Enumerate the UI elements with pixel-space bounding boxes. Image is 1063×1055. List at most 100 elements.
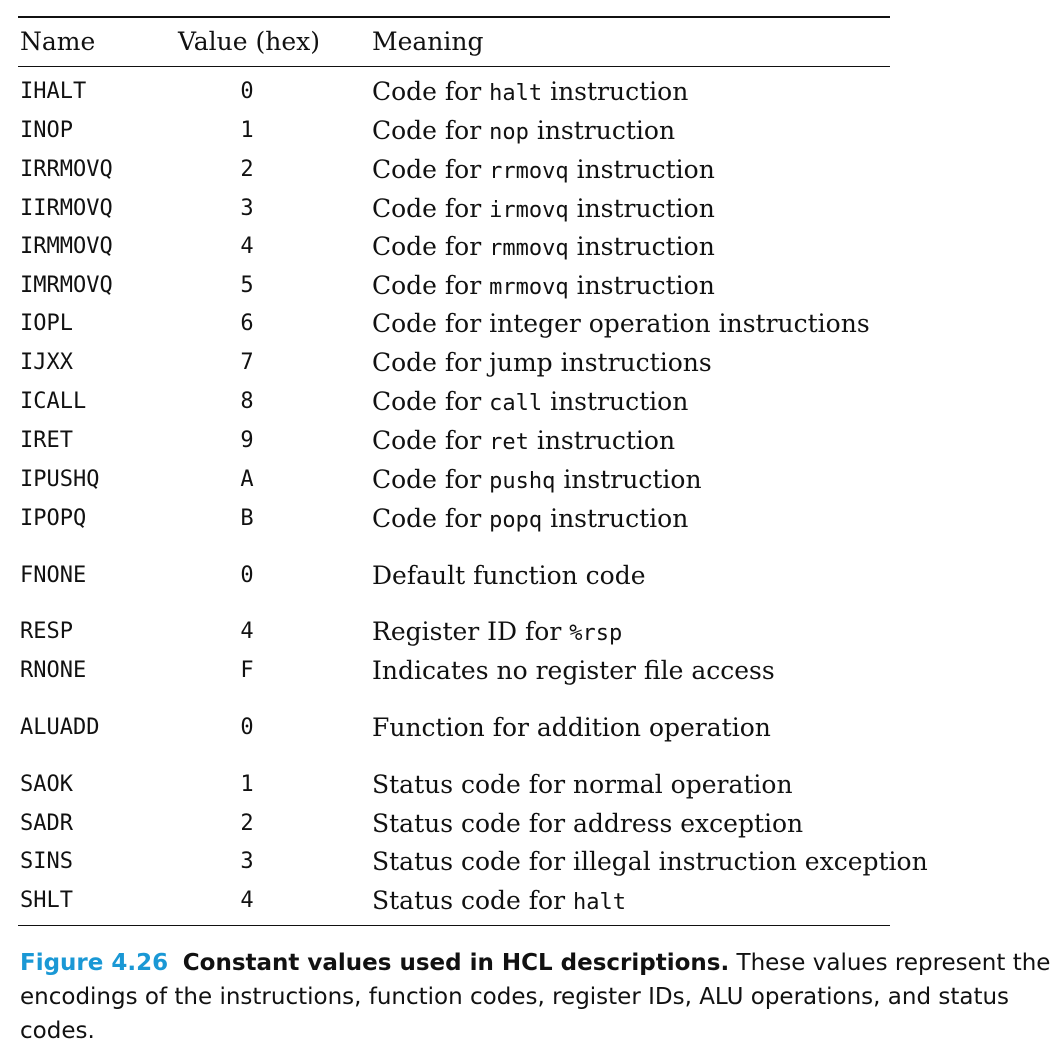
meaning-code: pushq — [489, 469, 556, 494]
meaning-text: Code for — [372, 504, 490, 533]
row-name: IOPL — [20, 311, 73, 336]
figure-title: Constant values used in HCL descriptions… — [182, 950, 730, 976]
table-row: IRMMOVQ 4 Code for rmmovq instruction — [18, 228, 890, 266]
row-value: 9 — [240, 428, 254, 453]
meaning-text: Code for integer operation instructions — [372, 309, 870, 338]
table-row: IOPL 6 Code for integer operation instruct… — [18, 305, 890, 343]
row-meaning: Code for ret instruction — [372, 422, 675, 462]
meaning-text: Default function code — [372, 561, 646, 590]
row-name: IRET — [20, 428, 73, 453]
row-meaning: Code for nop instruction — [372, 112, 675, 152]
table-row: IHALT 0 Code for halt instruction — [18, 73, 890, 111]
row-value: 3 — [240, 849, 254, 874]
meaning-text: Status code for address exception — [372, 809, 804, 838]
figure-caption: Figure 4.26 Constant values used in HCL … — [20, 946, 1052, 1048]
row-value: 2 — [240, 811, 254, 836]
row-meaning: Code for mrmovq instruction — [372, 267, 715, 307]
table-row: IRET 9 Code for ret instruction — [18, 422, 890, 460]
meaning-text: Status code for illegal instruction exce… — [372, 847, 928, 876]
row-value: 3 — [240, 196, 254, 221]
row-meaning: Status code for halt — [372, 882, 626, 922]
row-meaning: Code for integer operation instructions — [372, 305, 870, 343]
meaning-text: Code for — [372, 426, 490, 455]
meaning-text: Status code for normal operation — [372, 770, 793, 799]
table-row: IRRMOVQ 2 Code for rrmovq instruction — [18, 151, 890, 189]
row-meaning: Register ID for %rsp — [372, 613, 622, 653]
table-header-rule — [18, 66, 890, 67]
row-name: IJXX — [20, 350, 73, 375]
meaning-text: Function for addition operation — [372, 713, 771, 742]
meaning-text-suffix: instruction — [568, 232, 715, 261]
meaning-text: Code for — [372, 155, 490, 184]
meaning-text-suffix: instruction — [568, 155, 715, 184]
row-value: 7 — [240, 350, 254, 375]
meaning-text: Code for — [372, 271, 490, 300]
meaning-text-suffix: instruction — [568, 194, 715, 223]
table-row: IJXX 7 Code for jump instructions — [18, 344, 890, 382]
figure-caption-text: These values represent the encodings of … — [20, 950, 1051, 1044]
meaning-text-suffix: instruction — [568, 271, 715, 300]
meaning-code: rrmovq — [489, 159, 569, 184]
row-meaning: Status code for illegal instruction exce… — [372, 843, 928, 881]
row-meaning: Code for call instruction — [372, 383, 688, 423]
row-value: 0 — [240, 715, 254, 740]
row-name: RESP — [20, 619, 73, 644]
row-value: 1 — [240, 772, 254, 797]
meaning-code: halt — [573, 890, 626, 915]
table-row: INOP 1 Code for nop instruction — [18, 112, 890, 150]
row-value: 8 — [240, 389, 254, 414]
meaning-code: halt — [489, 81, 543, 106]
meaning-code: popq — [489, 508, 543, 533]
meaning-text-suffix: instruction — [528, 426, 676, 455]
row-value: 4 — [240, 234, 254, 259]
row-name: IPOPQ — [20, 506, 87, 531]
row-name: INOP — [20, 118, 73, 143]
row-name: IRRMOVQ — [20, 157, 113, 182]
meaning-text-suffix: instruction — [528, 116, 676, 145]
row-name: ALUADD — [20, 715, 100, 740]
meaning-text: Code for — [372, 116, 490, 145]
meaning-code: rmmovq — [489, 236, 569, 261]
row-name: IPUSHQ — [20, 467, 100, 492]
row-name: RNONE — [20, 658, 87, 683]
row-value: 6 — [240, 311, 254, 336]
table-header-row: Name Value (hex) Meaning — [18, 23, 890, 61]
header-meaning: Meaning — [372, 27, 484, 56]
row-meaning: Code for popq instruction — [372, 500, 688, 540]
row-value: 4 — [240, 888, 254, 913]
table-row: RESP 4 Register ID for %rsp — [18, 613, 890, 651]
table-row: RNONE F Indicates no register file access — [18, 652, 890, 690]
row-name: SINS — [20, 849, 73, 874]
row-meaning: Code for halt instruction — [372, 73, 688, 113]
row-meaning: Default function code — [372, 557, 646, 595]
row-name: IMRMOVQ — [20, 273, 113, 298]
row-meaning: Code for pushq instruction — [372, 461, 702, 501]
figure-label: Figure 4.26 — [20, 950, 169, 976]
meaning-text: Code for — [372, 77, 490, 106]
table-row: IPUSHQ A Code for pushq instruction — [18, 461, 890, 499]
row-name: SADR — [20, 811, 73, 836]
row-meaning: Code for irmovq instruction — [372, 190, 715, 230]
row-name: IIRMOVQ — [20, 196, 113, 221]
meaning-text: Code for jump instructions — [372, 348, 712, 377]
row-meaning: Code for jump instructions — [372, 344, 712, 382]
meaning-text: Indicates no register file access — [372, 656, 775, 685]
row-meaning: Code for rmmovq instruction — [372, 228, 715, 268]
row-value: 5 — [240, 273, 254, 298]
row-name: SHLT — [20, 888, 73, 913]
header-name: Name — [20, 27, 96, 56]
table-row: SHLT 4 Status code for halt — [18, 882, 890, 920]
meaning-text-suffix: instruction — [542, 387, 689, 416]
table-row: SAOK 1 Status code for normal operation — [18, 766, 890, 804]
row-value: 4 — [240, 619, 254, 644]
table-row: SINS 3 Status code for illegal instruction… — [18, 843, 928, 881]
meaning-text-suffix: instruction — [542, 77, 689, 106]
meaning-text: Code for — [372, 387, 490, 416]
row-meaning: Function for addition operation — [372, 709, 771, 747]
row-value: 1 — [240, 118, 254, 143]
meaning-text: Register ID for — [372, 617, 570, 646]
row-value: 0 — [240, 79, 254, 104]
row-value: F — [240, 658, 254, 683]
table-bottom-rule — [18, 925, 890, 926]
meaning-code: call — [489, 391, 543, 416]
